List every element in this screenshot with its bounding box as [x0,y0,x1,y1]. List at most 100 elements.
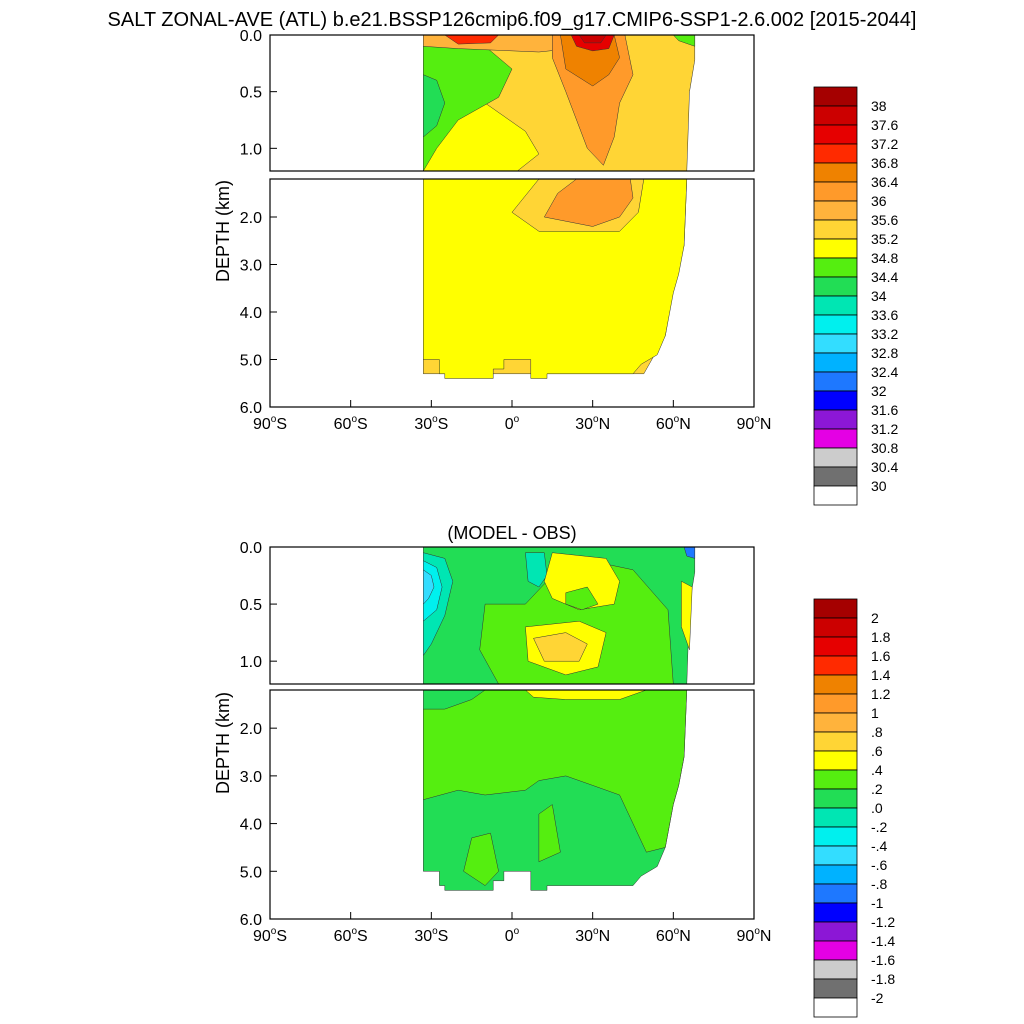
top-colorbar-box-3 [813,143,858,164]
top-colorbar-label-2: 37.2 [871,136,898,152]
top-ytick-label-lower-2: 4.0 [240,305,262,322]
top-colorbar-box-14 [813,352,858,373]
top-field-upper-7 [444,35,499,45]
bottom-xtick-label-0: 90oS [253,926,287,945]
top-ytick-label-upper-0: 0.0 [240,28,262,45]
bottom-xtick-label-3: 0o [505,926,520,945]
top-colorbar-label-19: 30.4 [871,459,898,475]
bottom-ytick-label-lower-2: 4.0 [240,817,262,834]
top-colorbar-box-10 [813,276,858,297]
top-colorbar-box-8 [813,238,858,259]
bottom-field-upper-9 [681,581,693,651]
top-colorbar-label-4: 36.4 [871,174,898,190]
top-colorbar-box-7 [813,219,858,240]
bottom-colorbar-label-18: -1.6 [871,952,895,968]
figure-title: SALT ZONAL-AVE (ATL) b.e21.BSSP126cmip6.… [108,9,917,31]
bottom-colorbar-label-9: .2 [871,781,883,797]
bottom-colorbar-box-2 [813,636,858,657]
top-colorbar-box-18 [813,428,858,449]
top-colorbar-label-3: 36.8 [871,155,898,171]
bottom-field-upper-5 [525,552,548,588]
top-colorbar-label-7: 35.2 [871,231,898,247]
bottom-colorbar-box-5 [813,693,858,714]
top-field-upper-9 [578,35,607,44]
bottom-xtick-label-1: 60oS [334,926,368,945]
top-ytick-label-lower-4: 6.0 [240,400,262,417]
bottom-colorbar-box-16 [813,902,858,923]
bottom-ytick-label-upper-1: 0.5 [240,597,262,614]
top-colorbar-box-11 [813,295,858,316]
top-colorbar-box-9 [813,257,858,278]
top-colorbar-box-5 [813,181,858,202]
bottom-field-lower-12 [463,832,499,886]
bottom-colorbar-box-4 [813,674,858,695]
top-colorbar-label-6: 35.6 [871,212,898,228]
bottom-field-lower-6 [525,690,647,700]
top-ytick-label-upper-2: 1.0 [240,141,262,158]
bottom-colorbar-label-11: -.2 [871,819,888,835]
bottom-colorbar-label-10: .0 [871,800,883,816]
top-xtick-label-5: 60oN [656,414,691,433]
top-colorbar-box-2 [813,124,858,145]
panel-bottom: (MODEL - OBS) 0.00.51.02.03.04.05.06.090… [213,523,895,1018]
bottom-colorbar-label-0: 2 [871,610,879,626]
bottom-field-upper-4 [423,569,435,605]
top-ytick-label-lower-0: 2.0 [240,210,262,227]
top-colorbar-label-9: 34.4 [871,269,898,285]
top-ytick-label-lower-3: 5.0 [240,353,262,370]
top-xtick-label-6: 90oN [737,414,772,433]
bottom-colorbar-box-12 [813,826,858,847]
top-colorbar-label-11: 33.6 [871,307,898,323]
top-colorbar-box-15 [813,371,858,392]
bottom-colorbar-label-16: -1.2 [871,914,895,930]
bottom-colorbar-box-15 [813,883,858,904]
panel-bottom-subtitle: (MODEL - OBS) [447,523,576,543]
panel-top-colorbar: 38 37.6 37.2 36.8 36.4 36 35.6 35.2 34.8 34.4 34 33… [813,86,898,506]
bottom-colorbar-box-17 [813,921,858,942]
bottom-colorbar-box-9 [813,769,858,790]
top-field-lower-5 [544,179,634,227]
top-field-lower-1 [423,179,688,379]
bottom-colorbar-label-4: 1.2 [871,686,891,702]
bottom-ytick-label-lower-1: 3.0 [240,769,262,786]
bottom-field-lower-13 [538,804,561,863]
bottom-colorbar-box-13 [813,845,858,866]
top-ytick-label-upper-1: 0.5 [240,85,262,102]
bottom-field-upper-10 [565,586,599,611]
bottom-colorbar-label-6: .8 [871,724,883,740]
bottom-xtick-label-5: 60oN [656,926,691,945]
bottom-ytick-label-lower-3: 5.0 [240,864,262,881]
top-colorbar-label-8: 34.8 [871,250,898,266]
top-colorbar-box-12 [813,314,858,335]
top-colorbar-box-20 [813,466,858,487]
top-colorbar-label-15: 32 [871,383,887,399]
bottom-frame-upper [269,546,755,685]
top-colorbar-label-17: 31.2 [871,421,898,437]
panel-bottom-colorbar: 21.81.61.41.21.8.6.4.2.0-.2-.4-.6-.8-1-1… [813,598,895,1018]
bottom-colorbar-box-18 [813,940,858,961]
bottom-colorbar-label-14: -.8 [871,876,888,892]
bottom-field-upper-8 [533,632,588,662]
top-ytick-label-lower-1: 3.0 [240,258,262,275]
bottom-colorbar-label-8: .4 [871,762,883,778]
top-colorbar-label-10: 34 [871,288,887,304]
top-colorbar-label-0: 38 [871,98,887,114]
top-frame-upper [269,34,755,172]
top-colorbar-label-5: 36 [871,193,887,209]
top-xtick-label-1: 60oS [334,414,368,433]
bottom-ytick-label-upper-0: 0.0 [240,540,262,557]
bottom-colorbar-box-3 [813,655,858,676]
bottom-colorbar-box-6 [813,712,858,733]
bottom-colorbar-box-7 [813,731,858,752]
bottom-colorbar-box-0 [813,598,858,619]
bottom-colorbar-box-19 [813,959,858,980]
top-colorbar-box-6 [813,200,858,221]
top-colorbar-box-16 [813,390,858,411]
bottom-field-lower-1 [423,690,688,853]
bottom-xtick-label-6: 90oN [737,926,772,945]
panel-top-fields [423,35,696,379]
top-colorbar-box-17 [813,409,858,430]
